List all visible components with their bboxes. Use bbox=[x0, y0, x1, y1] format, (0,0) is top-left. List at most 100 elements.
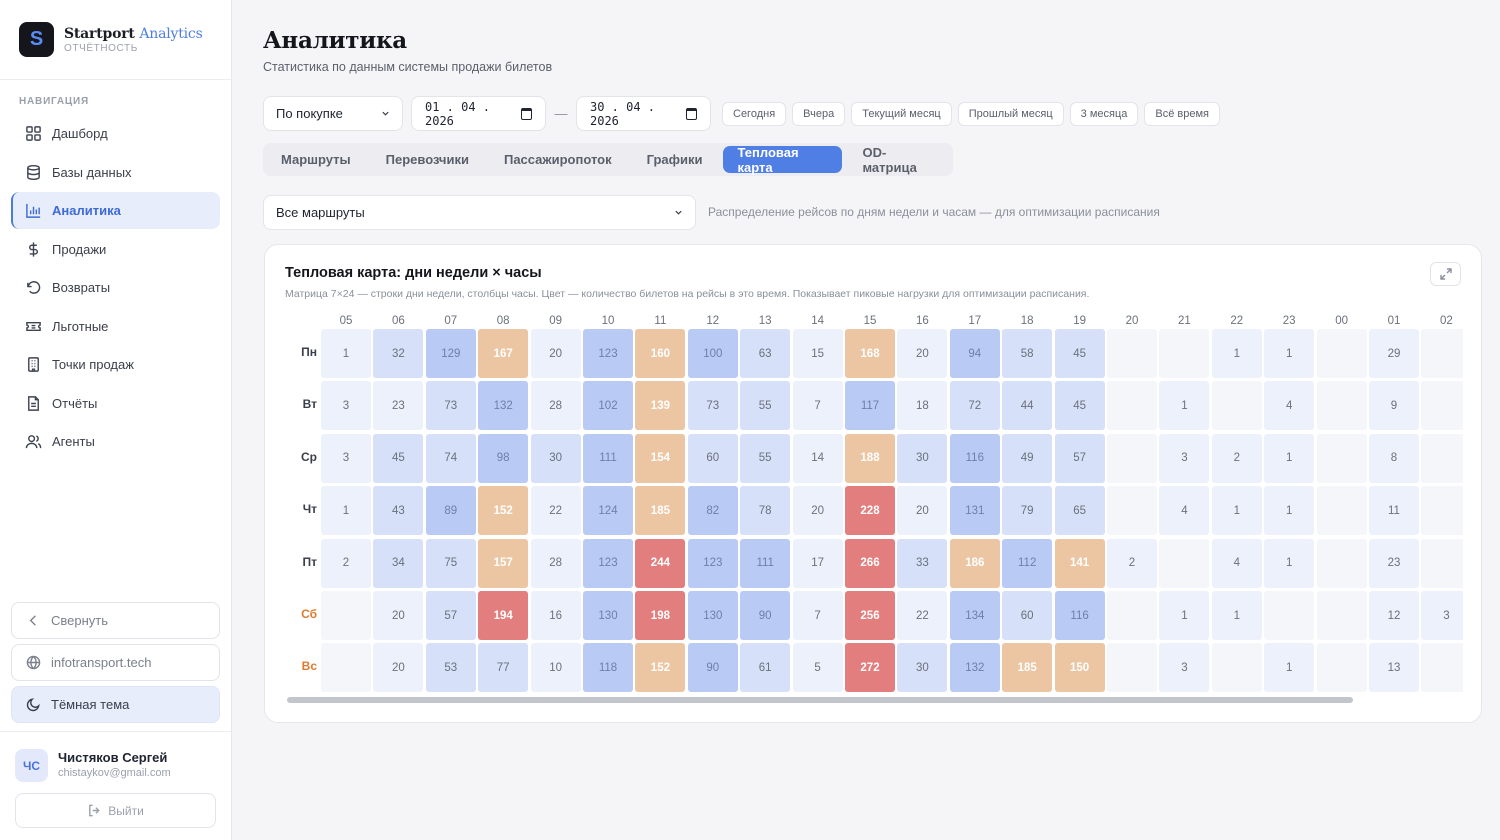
heatmap-cell[interactable]: 194 bbox=[478, 591, 529, 640]
heatmap-cell[interactable]: 32 bbox=[373, 329, 424, 378]
heatmap-cell[interactable]: 1 bbox=[1211, 329, 1262, 378]
heatmap-cell[interactable]: 3 bbox=[1421, 591, 1463, 640]
heatmap-cell[interactable]: 49 bbox=[1002, 433, 1053, 483]
heatmap-cell[interactable]: 2 bbox=[1107, 538, 1157, 588]
heatmap-cell[interactable]: 1 bbox=[1211, 486, 1262, 536]
site-link[interactable]: infotransport.tech bbox=[11, 644, 220, 681]
heatmap-cell[interactable] bbox=[1316, 381, 1367, 431]
heatmap-cell[interactable]: 20 bbox=[373, 643, 424, 693]
heatmap-cell[interactable] bbox=[1316, 591, 1367, 640]
heatmap-cell[interactable]: 160 bbox=[635, 329, 686, 378]
heatmap-cell[interactable]: 30 bbox=[897, 643, 948, 693]
heatmap-cell[interactable]: 72 bbox=[949, 381, 1000, 431]
heatmap-cell[interactable]: 3 bbox=[1159, 643, 1210, 693]
heatmap-cell[interactable]: 186 bbox=[949, 538, 1000, 588]
sidebar-item-returns[interactable]: Возвраты bbox=[11, 269, 220, 306]
heatmap-cell[interactable]: 102 bbox=[583, 381, 633, 431]
heatmap-cell[interactable]: 139 bbox=[635, 381, 686, 431]
heatmap-cell[interactable] bbox=[1316, 538, 1367, 588]
heatmap-cell[interactable]: 65 bbox=[1054, 486, 1105, 536]
heatmap-cell[interactable]: 15 bbox=[792, 329, 843, 378]
heatmap-cell[interactable]: 8 bbox=[1369, 433, 1419, 483]
heatmap-cell[interactable]: 1 bbox=[1264, 433, 1315, 483]
heatmap-cell[interactable]: 256 bbox=[845, 591, 895, 640]
sidebar-item-reports[interactable]: Отчёты bbox=[11, 385, 220, 422]
heatmap-cell[interactable] bbox=[1211, 381, 1262, 431]
heatmap-cell[interactable]: 1 bbox=[1264, 538, 1315, 588]
heatmap-cell[interactable]: 1 bbox=[1159, 591, 1210, 640]
heatmap-cell[interactable]: 30 bbox=[897, 433, 948, 483]
heatmap-cell[interactable] bbox=[1316, 433, 1367, 483]
range-all-time-chip[interactable]: Всё время bbox=[1144, 101, 1221, 126]
range-current-month-chip[interactable]: Текущий месяц bbox=[851, 101, 952, 126]
heatmap-cell[interactable]: 74 bbox=[425, 433, 476, 483]
date-to-input[interactable]: 30 . 04 . 2026 bbox=[576, 96, 711, 131]
heatmap-cell[interactable] bbox=[1107, 643, 1157, 693]
heatmap-cell[interactable]: 20 bbox=[792, 486, 843, 536]
heatmap-cell[interactable]: 23 bbox=[373, 381, 424, 431]
heatmap-cell[interactable]: 22 bbox=[897, 591, 948, 640]
heatmap-cell[interactable]: 1 bbox=[1264, 486, 1315, 536]
heatmap-cell[interactable]: 123 bbox=[583, 538, 633, 588]
heatmap-cell[interactable] bbox=[1107, 433, 1157, 483]
heatmap-cell[interactable]: 168 bbox=[845, 329, 895, 378]
heatmap-cell[interactable]: 90 bbox=[687, 643, 738, 693]
tab-passenger-flow[interactable]: Пассажиропоток bbox=[503, 152, 612, 167]
heatmap-cell[interactable]: 33 bbox=[897, 538, 948, 588]
heatmap-cell[interactable]: 98 bbox=[478, 433, 529, 483]
sidebar-item-sales[interactable]: Продажи bbox=[11, 231, 220, 268]
heatmap-cell[interactable]: 244 bbox=[635, 538, 686, 588]
tab-od-matrix[interactable]: OD-матрица bbox=[862, 144, 917, 175]
date-from-input[interactable]: 01 . 04 . 2026 bbox=[411, 96, 546, 131]
heatmap-cell[interactable]: 228 bbox=[845, 486, 895, 536]
heatmap-cell[interactable]: 29 bbox=[1369, 329, 1419, 378]
heatmap-cell[interactable]: 90 bbox=[740, 591, 791, 640]
heatmap-cell[interactable]: 94 bbox=[949, 329, 1000, 378]
heatmap-cell[interactable]: 73 bbox=[425, 381, 476, 431]
heatmap-cell[interactable]: 61 bbox=[740, 643, 791, 693]
heatmap-cell[interactable]: 124 bbox=[583, 486, 633, 536]
heatmap-cell[interactable]: 45 bbox=[1054, 381, 1105, 431]
heatmap-cell[interactable]: 117 bbox=[845, 381, 895, 431]
heatmap-cell[interactable]: 30 bbox=[530, 433, 581, 483]
heatmap-cell[interactable]: 55 bbox=[740, 381, 791, 431]
heatmap-cell[interactable]: 134 bbox=[949, 591, 1000, 640]
heatmap-cell[interactable]: 132 bbox=[478, 381, 529, 431]
heatmap-cell[interactable]: 1 bbox=[1264, 643, 1315, 693]
heatmap-cell[interactable]: 188 bbox=[845, 433, 895, 483]
heatmap-cell[interactable]: 116 bbox=[1054, 591, 1105, 640]
heatmap-cell[interactable] bbox=[1421, 643, 1463, 693]
heatmap-cell[interactable]: 123 bbox=[583, 329, 633, 378]
heatmap-cell[interactable]: 1 bbox=[1159, 381, 1210, 431]
route-select[interactable]: Все маршруты bbox=[263, 194, 696, 230]
heatmap-cell[interactable]: 57 bbox=[425, 591, 476, 640]
heatmap-cell[interactable]: 272 bbox=[845, 643, 895, 693]
tab-routes[interactable]: Маршруты bbox=[281, 152, 351, 167]
heatmap-cell[interactable] bbox=[1421, 538, 1463, 588]
heatmap-cell[interactable]: 45 bbox=[1054, 329, 1105, 378]
heatmap-cell[interactable]: 3 bbox=[321, 381, 371, 431]
heatmap-cell[interactable]: 150 bbox=[1054, 643, 1105, 693]
heatmap-cell[interactable] bbox=[1159, 538, 1210, 588]
heatmap-cell[interactable]: 1 bbox=[1211, 591, 1262, 640]
heatmap-cell[interactable] bbox=[1107, 486, 1157, 536]
heatmap-cell[interactable]: 53 bbox=[425, 643, 476, 693]
heatmap-cell[interactable]: 5 bbox=[792, 643, 843, 693]
tab-charts[interactable]: Графики bbox=[646, 152, 703, 167]
heatmap-cell[interactable]: 73 bbox=[687, 381, 738, 431]
heatmap-cell[interactable]: 16 bbox=[530, 591, 581, 640]
sidebar-item-dashboard[interactable]: Дашборд bbox=[11, 115, 220, 152]
heatmap-cell[interactable]: 20 bbox=[530, 329, 581, 378]
heatmap-cell[interactable]: 78 bbox=[740, 486, 791, 536]
heatmap-cell[interactable]: 20 bbox=[897, 329, 948, 378]
heatmap-cell[interactable]: 17 bbox=[792, 538, 843, 588]
heatmap-cell[interactable]: 123 bbox=[687, 538, 738, 588]
heatmap-cell[interactable] bbox=[1421, 486, 1463, 536]
heatmap-cell[interactable]: 20 bbox=[897, 486, 948, 536]
heatmap-cell[interactable]: 22 bbox=[530, 486, 581, 536]
heatmap-cell[interactable]: 60 bbox=[687, 433, 738, 483]
heatmap-cell[interactable]: 266 bbox=[845, 538, 895, 588]
heatmap-cell[interactable]: 89 bbox=[425, 486, 476, 536]
heatmap-cell[interactable]: 3 bbox=[321, 433, 371, 483]
heatmap-cell[interactable]: 18 bbox=[897, 381, 948, 431]
